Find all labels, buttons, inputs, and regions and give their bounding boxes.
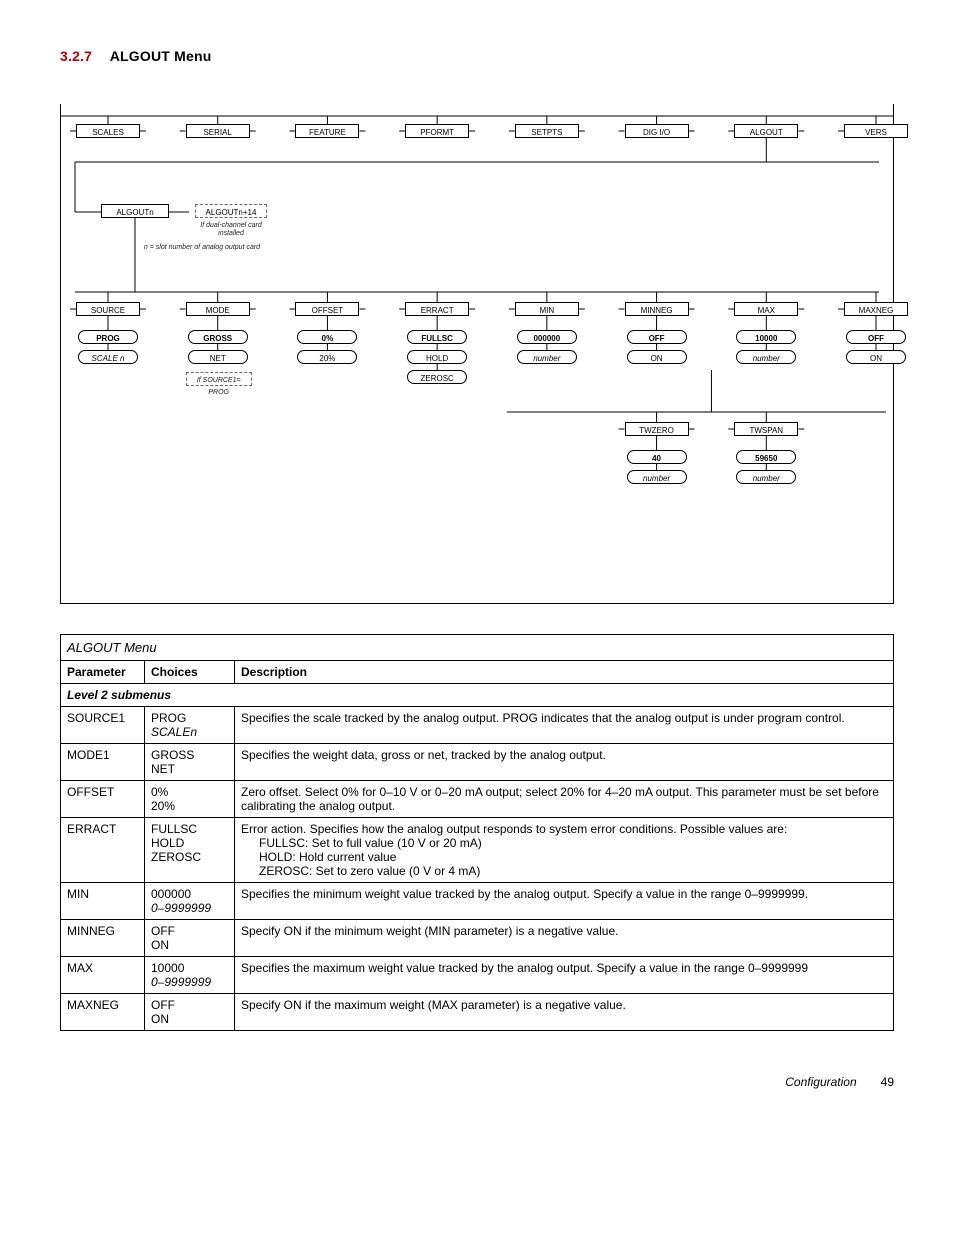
table-row: MAX100000–9999999Specifies the maximum w…: [61, 957, 894, 994]
diagram-node: n = slot number of analog output card: [97, 242, 307, 254]
section-heading: 3.2.7 ALGOUT Menu: [60, 48, 894, 64]
algout-table: ALGOUT MenuParameterChoicesDescriptionLe…: [60, 634, 894, 1031]
diagram-node: number: [736, 470, 796, 484]
diagram-node: SETPTS: [515, 124, 579, 138]
diagram-node: ZEROSC: [407, 370, 467, 384]
diagram-node: ALGOUT: [734, 124, 798, 138]
diagram-node: number: [627, 470, 687, 484]
diagram-node: If SOURCE1= PROG: [186, 372, 252, 386]
diagram-node: ALGOUTn+14: [195, 204, 267, 218]
diagram-node: If dual-channel card installed: [191, 220, 271, 240]
table-row: OFFSET0%20%Zero offset. Select 0% for 0–…: [61, 781, 894, 818]
table-row: MIN0000000–9999999Specifies the minimum …: [61, 883, 894, 920]
diagram-node: OFF: [846, 330, 906, 344]
diagram-node: DIG I/O: [625, 124, 689, 138]
diagram-node: OFF: [627, 330, 687, 344]
diagram-node: ERRACT: [405, 302, 469, 316]
footer-label: Configuration: [785, 1075, 856, 1089]
diagram-node: MODE: [186, 302, 250, 316]
diagram-node: number: [517, 350, 577, 364]
table-row: SOURCE1PROGSCALEnSpecifies the scale tra…: [61, 707, 894, 744]
footer-page: 49: [881, 1075, 894, 1089]
section-number: 3.2.7: [60, 48, 92, 64]
diagram-node: SCALE n: [78, 350, 138, 364]
diagram-node: 20%: [297, 350, 357, 364]
diagram-node: VERS: [844, 124, 908, 138]
diagram-node: 000000: [517, 330, 577, 344]
diagram-node: SOURCE: [76, 302, 140, 316]
diagram-node: TWZERO: [625, 422, 689, 436]
table-row: ERRACTFULLSCHOLDZEROSCError action. Spec…: [61, 818, 894, 883]
diagram-node: GROSS: [188, 330, 248, 344]
diagram-node: PROG: [78, 330, 138, 344]
diagram-node: ON: [846, 350, 906, 364]
diagram-node: SERIAL: [186, 124, 250, 138]
diagram-node: MINNEG: [625, 302, 689, 316]
diagram-node: HOLD: [407, 350, 467, 364]
diagram-node: TWSPAN: [734, 422, 798, 436]
table-row: MINNEGOFFONSpecify ON if the minimum wei…: [61, 920, 894, 957]
table-title: ALGOUT Menu: [61, 635, 894, 661]
diagram-node: 40: [627, 450, 687, 464]
table-row: MODE1GROSSNETSpecifies the weight data, …: [61, 744, 894, 781]
diagram-node: NET: [188, 350, 248, 364]
diagram-node: 10000: [736, 330, 796, 344]
diagram-node: MAXNEG: [844, 302, 908, 316]
diagram-node: MIN: [515, 302, 579, 316]
diagram-node: number: [736, 350, 796, 364]
diagram-node: PFORMT: [405, 124, 469, 138]
diagram-node: SCALES: [76, 124, 140, 138]
menu-diagram: SCALES SERIAL FEATURE PFORMT SETPTS DIG I/O AL…: [60, 104, 894, 604]
page-footer: Configuration 49: [60, 1075, 894, 1089]
diagram-node: 0%: [297, 330, 357, 344]
diagram-node: FULLSC: [407, 330, 467, 344]
diagram-node: ON: [627, 350, 687, 364]
diagram-node: 59650: [736, 450, 796, 464]
table-row: MAXNEGOFFONSpecify ON if the maximum wei…: [61, 994, 894, 1031]
diagram-node: OFFSET: [295, 302, 359, 316]
diagram-node: ALGOUTn: [101, 204, 169, 218]
section-title: ALGOUT Menu: [110, 48, 212, 64]
diagram-node: MAX: [734, 302, 798, 316]
diagram-node: FEATURE: [295, 124, 359, 138]
